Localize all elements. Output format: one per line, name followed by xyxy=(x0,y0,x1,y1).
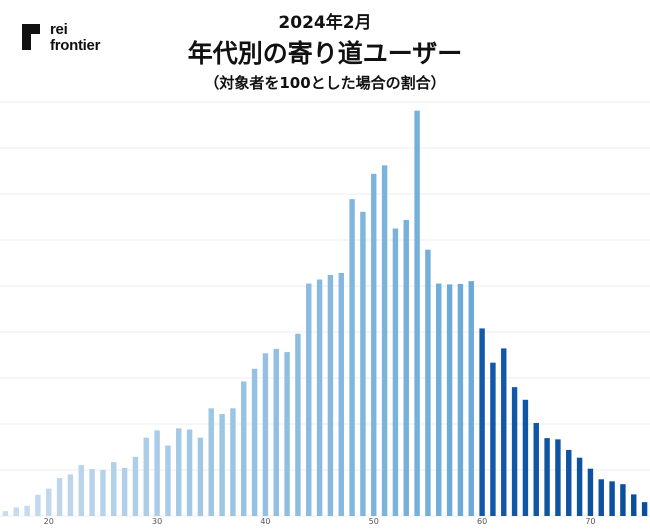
bar-age-54 xyxy=(414,110,420,516)
chart-date: 2024年2月 xyxy=(278,13,372,33)
bar-age-32 xyxy=(176,428,182,516)
bar-age-23 xyxy=(78,465,84,516)
bar-age-50 xyxy=(371,173,377,517)
bar-age-16 xyxy=(2,511,9,516)
chart-title: 年代別の寄り道ユーザー xyxy=(187,39,463,68)
bar-age-40 xyxy=(262,353,269,516)
bar-age-41 xyxy=(273,348,279,516)
bar-age-29 xyxy=(143,437,149,516)
bar-age-47 xyxy=(338,272,344,516)
bar-age-68 xyxy=(566,449,572,516)
bar-age-46 xyxy=(327,275,334,516)
bars xyxy=(2,110,648,517)
bar-age-28 xyxy=(132,456,139,516)
bar-age-60 xyxy=(479,328,485,516)
bar-age-38 xyxy=(241,381,247,516)
grid-lines xyxy=(0,101,650,517)
bar-age-21 xyxy=(56,478,63,516)
bar-age-31 xyxy=(165,445,171,516)
bar-age-39 xyxy=(251,368,258,516)
bar-age-65 xyxy=(533,423,539,516)
bar-age-20 xyxy=(46,488,52,516)
bar-age-67 xyxy=(555,439,561,516)
bar-age-61 xyxy=(490,362,496,516)
bar-age-33 xyxy=(186,429,193,516)
bar-age-63 xyxy=(511,387,518,516)
brand-mark-icon xyxy=(22,24,40,50)
bar-age-25 xyxy=(100,469,106,516)
bar-age-42 xyxy=(284,352,290,516)
bar-age-35 xyxy=(208,408,214,516)
bar-age-48 xyxy=(349,199,355,516)
chart-subtitle: （対象者を100とした場合の割合） xyxy=(204,74,446,92)
bar-age-75 xyxy=(641,502,648,516)
bar-age-37 xyxy=(230,408,236,516)
bar-age-73 xyxy=(620,484,626,516)
bar-age-56 xyxy=(436,283,442,516)
bar-age-53 xyxy=(403,219,409,516)
x-tick-label: 30 xyxy=(152,517,162,526)
bar-age-27 xyxy=(121,467,128,516)
brand-logo: rei frontier xyxy=(22,22,132,56)
bar-age-51 xyxy=(381,165,388,517)
bar-age-64 xyxy=(522,399,529,516)
bar-age-34 xyxy=(197,437,204,516)
bar-age-43 xyxy=(295,333,301,516)
bar-age-44 xyxy=(306,283,312,516)
brand-line1: rei xyxy=(50,21,68,38)
bar-age-49 xyxy=(360,211,366,517)
bar-age-17 xyxy=(13,507,19,516)
bar-age-71 xyxy=(598,479,604,516)
bar-age-74 xyxy=(631,494,637,516)
bar-age-26 xyxy=(111,462,117,516)
x-tick-label: 50 xyxy=(369,517,379,526)
bar-age-30 xyxy=(154,430,160,516)
bar-age-19 xyxy=(35,494,41,516)
x-tick-label: 60 xyxy=(477,517,487,526)
x-axis-ticks: 20 30 40 50 60 70 xyxy=(44,517,596,526)
bar-age-22 xyxy=(67,474,74,516)
x-tick-label: 70 xyxy=(585,517,595,526)
bar-age-72 xyxy=(609,481,615,516)
bar-age-36 xyxy=(219,414,225,516)
bar-age-59 xyxy=(468,281,474,516)
x-tick-label: 20 xyxy=(44,517,54,526)
bar-age-62 xyxy=(501,348,507,516)
bar-age-55 xyxy=(425,249,431,516)
bar-age-66 xyxy=(544,438,550,516)
brand-line2: frontier xyxy=(50,37,101,54)
bar-age-45 xyxy=(316,279,323,516)
bar-age-52 xyxy=(392,228,399,516)
bar-age-24 xyxy=(89,469,95,516)
bar-age-18 xyxy=(24,505,30,516)
x-tick-label: 40 xyxy=(260,517,270,526)
bar-age-58 xyxy=(457,283,464,516)
bar-age-70 xyxy=(587,468,594,516)
brand-wordmark: rei frontier xyxy=(50,22,100,54)
bar-age-69 xyxy=(576,457,583,516)
bar-age-57 xyxy=(446,284,453,516)
